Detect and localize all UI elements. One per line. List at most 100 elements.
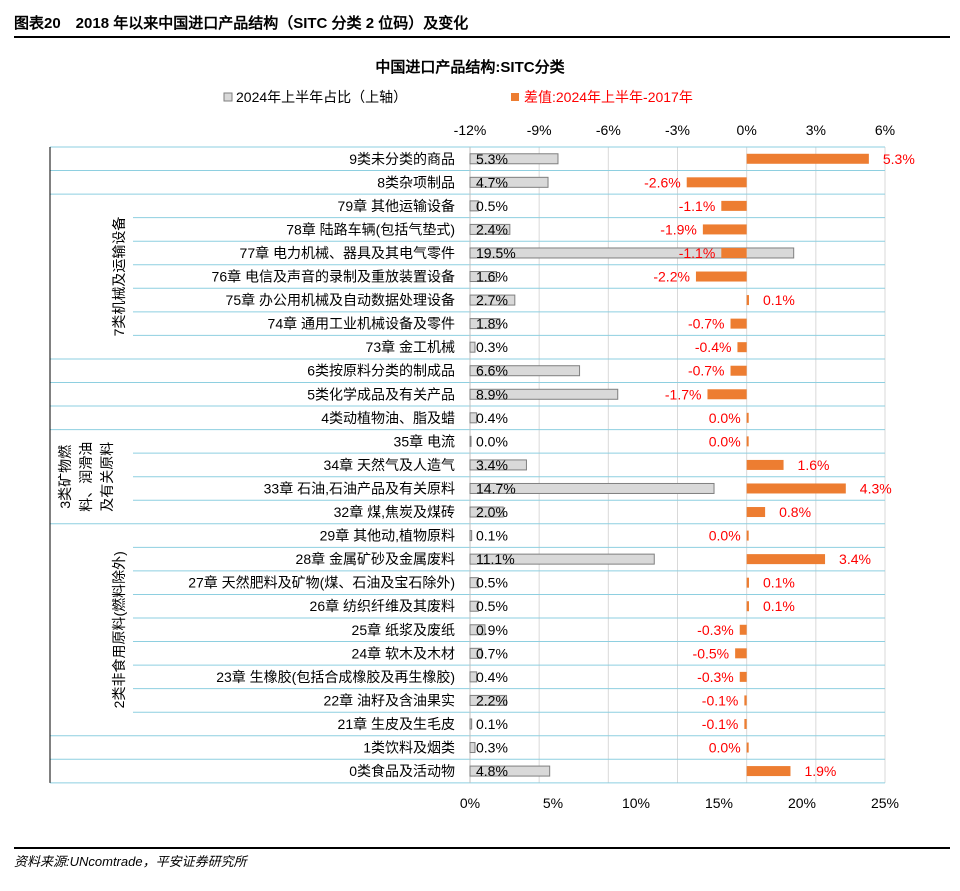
category-label: 77章 电力机械、器具及其电气零件 (240, 245, 455, 261)
share-data-label: 1.8% (476, 316, 508, 332)
category-label: 28章 金属矿砂及金属废料 (296, 551, 455, 567)
share-bar (469, 247, 795, 259)
share-data-label: 0.5% (476, 575, 508, 591)
share-bar (469, 647, 483, 659)
diff-bar (746, 742, 749, 753)
diff-data-label: 0.0% (709, 410, 741, 426)
share-bar (469, 624, 486, 636)
diff-data-label: 3.4% (839, 551, 871, 567)
share-data-label: 0.5% (476, 198, 508, 214)
diff-data-label: -0.4% (695, 339, 732, 355)
share-bar (469, 341, 476, 353)
figure-title: 图表20 2018 年以来中国进口产品结构（SITC 分类 2 位码）及变化 (14, 15, 469, 32)
group-label: 及有关原料 (99, 442, 115, 512)
top-axis-tick-label: -9% (527, 122, 552, 138)
share-bar (469, 435, 472, 447)
diff-bar (744, 718, 747, 729)
share-data-label: 4.8% (476, 763, 508, 779)
diff-data-label: -0.1% (702, 692, 739, 708)
category-label: 25章 纸浆及废纸 (352, 622, 455, 638)
top-axis-tick-label: -3% (665, 122, 690, 138)
share-bar (469, 553, 655, 565)
share-data-label: 0.3% (476, 740, 508, 756)
legend-swatch-diff (511, 93, 519, 101)
top-axis-tick-label: 6% (875, 122, 895, 138)
category-label: 75章 办公用机械及自动数据处理设备 (226, 292, 455, 308)
diff-bar (746, 601, 749, 612)
group-label: 料、润滑油 (78, 442, 94, 512)
share-bar (469, 223, 511, 235)
share-bar (469, 153, 559, 165)
category-label: 1类饮料及烟类 (363, 740, 455, 756)
category-label: 73章 金工机械 (366, 339, 455, 355)
diff-bar (746, 766, 791, 777)
diff-bar (746, 459, 784, 470)
category-label: 6类按原料分类的制成品 (307, 363, 455, 379)
diff-data-label: -1.9% (660, 221, 697, 237)
diff-bar (721, 247, 747, 258)
diff-data-label: -1.1% (679, 245, 716, 261)
share-bar (469, 365, 581, 377)
legend-label-share: 2024年上半年占比（上轴） (236, 89, 407, 105)
diff-bar (746, 530, 749, 541)
diff-data-label: -0.5% (693, 645, 730, 661)
category-label: 33章 石油,石油产品及有关原料 (264, 480, 455, 496)
diff-bar (707, 389, 747, 400)
diff-data-label: 0.0% (709, 433, 741, 449)
diff-bar (730, 318, 747, 329)
diff-bar (746, 436, 749, 447)
diff-bar (744, 695, 747, 706)
bottom-axis-tick-label: 0% (460, 795, 480, 811)
share-bar (469, 271, 498, 283)
share-data-label: 4.7% (476, 174, 508, 190)
diff-bar (695, 271, 747, 282)
bottom-axis-tick-label: 5% (543, 795, 563, 811)
diff-bar (746, 483, 846, 494)
share-data-label: 14.7% (476, 480, 516, 496)
share-data-label: 0.7% (476, 645, 508, 661)
share-data-label: 19.5% (476, 245, 516, 261)
diff-bar (739, 624, 747, 635)
diff-bar (735, 648, 747, 659)
share-bar (469, 671, 478, 683)
category-label: 35章 电流 (394, 433, 455, 449)
diff-data-label: -1.1% (679, 198, 716, 214)
top-axis-tick-label: -12% (454, 122, 487, 138)
diff-bar (737, 342, 747, 353)
diff-bar (746, 295, 749, 306)
diff-data-label: 0.1% (763, 292, 795, 308)
share-bar (469, 742, 476, 754)
legend-swatch-share (223, 92, 233, 102)
category-label: 22章 油籽及含油果实 (324, 692, 455, 708)
diff-data-label: 4.3% (860, 480, 892, 496)
category-label: 21章 生皮及生毛皮 (338, 716, 455, 732)
share-data-label: 0.1% (476, 716, 508, 732)
diff-bar (739, 671, 747, 682)
category-label: 34章 天然气及人造气 (324, 457, 455, 473)
diff-data-label: -1.7% (665, 386, 702, 402)
share-data-label: 0.0% (476, 433, 508, 449)
share-bar (469, 718, 473, 730)
category-label: 74章 通用工业机械设备及零件 (268, 316, 455, 332)
share-data-label: 2.0% (476, 504, 508, 520)
category-label: 4类动植物油、脂及蜡 (321, 410, 455, 426)
top-axis-tick-label: -6% (596, 122, 621, 138)
figure-header: 图表20 2018 年以来中国进口产品结构（SITC 分类 2 位码）及变化 (14, 10, 950, 38)
share-bar (469, 482, 715, 494)
bottom-axis-tick-label: 15% (705, 795, 733, 811)
share-data-label: 2.4% (476, 221, 508, 237)
diff-bar (721, 200, 747, 211)
diff-data-label: 5.3% (883, 151, 915, 167)
diff-data-label: 0.1% (763, 575, 795, 591)
share-data-label: 0.4% (476, 410, 508, 426)
share-bar (469, 694, 508, 706)
legend-label-diff: 差值:2024年上半年-2017年 (524, 89, 693, 105)
group-label: 2类非食用原料(燃料除外) (111, 551, 127, 708)
share-bar (469, 600, 479, 612)
category-label: 79章 其他运输设备 (338, 198, 455, 214)
share-data-label: 2.7% (476, 292, 508, 308)
category-label: 29章 其他动,植物原料 (320, 528, 455, 544)
diff-data-label: 0.1% (763, 598, 795, 614)
share-bar (469, 294, 516, 306)
share-data-label: 0.9% (476, 622, 508, 638)
